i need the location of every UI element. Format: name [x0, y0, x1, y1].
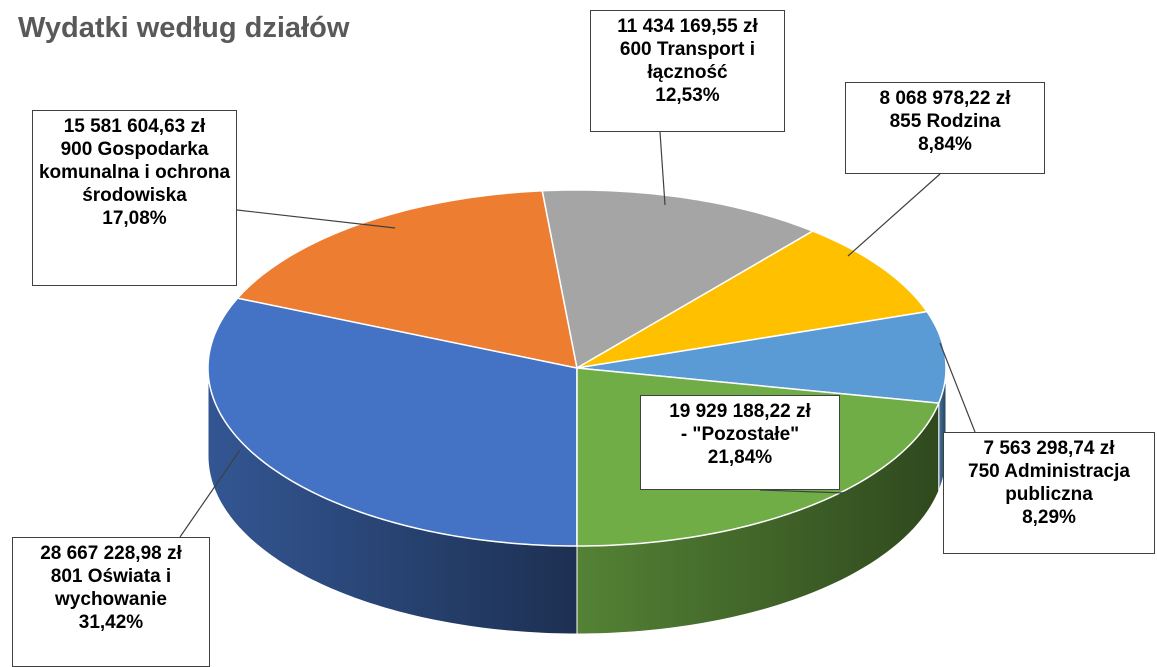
leader-line	[659, 131, 666, 206]
label-text: 8 068 978,22 zł	[879, 88, 1011, 109]
leader-line	[847, 173, 941, 257]
leader-line	[759, 489, 846, 494]
data-label: 11 434 169,55 zł 600 Transport i łączność…	[590, 10, 785, 132]
leader-line	[939, 342, 976, 433]
label-text: 600 Transport i łączność	[619, 39, 756, 83]
leader-line	[236, 209, 396, 229]
data-label: 28 667 228,98 zł 801 Oświata i wychowanie…	[12, 537, 210, 667]
leader-line	[179, 449, 241, 538]
data-label: 8 068 978,22 zł 855 Rodzina 8,84%	[845, 82, 1045, 174]
label-text: 900 Gospodarka komunalna i ochrona środo…	[38, 139, 231, 206]
label-text: 855 Rodzina	[889, 111, 1001, 132]
label-text: 15 581 604,63 zł	[63, 116, 206, 137]
data-label: 15 581 604,63 zł 900 Gospodarka komunalna…	[32, 110, 237, 286]
label-text: 7 563 298,74 zł	[983, 438, 1115, 459]
data-label: 7 563 298,74 zł 750 Administracja publicz…	[943, 432, 1155, 554]
label-text: 11 434 169,55 zł	[617, 16, 758, 37]
pie-slice	[207, 297, 578, 547]
label-text: 28 667 228,98 zł	[40, 543, 182, 564]
chart-title: Wydatki według działów	[18, 12, 350, 44]
label-text: 8,29%	[1022, 507, 1076, 528]
label-text: 17,08%	[102, 208, 167, 229]
label-text: 12,53%	[655, 85, 720, 106]
label-text: 19 929 188,22 zł	[669, 401, 811, 422]
data-label: 19 929 188,22 zł - "Pozostałe" 21,84%	[640, 395, 840, 490]
label-text: - "Pozostałe"	[680, 424, 800, 445]
label-text: 801 Oświata i wychowanie	[50, 566, 172, 610]
label-text: 21,84%	[707, 447, 773, 468]
pie-slice	[541, 189, 815, 370]
label-text: 750 Administracja publiczna	[968, 461, 1130, 505]
page: {"chart_data": {"type": "pie", "title": …	[12, 10, 1155, 667]
pie-slice	[576, 230, 929, 369]
label-text: 8,84%	[918, 134, 972, 155]
label-text: 31,42%	[78, 612, 144, 633]
